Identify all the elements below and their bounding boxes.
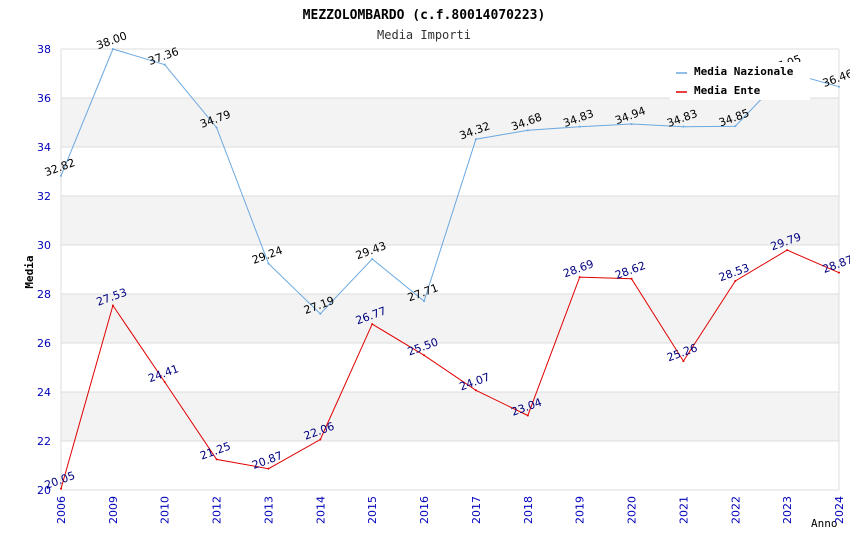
data-point: [838, 85, 840, 88]
legend-label-media-nazionale: Media Nazionale: [694, 65, 794, 78]
data-point: [111, 48, 114, 50]
data-point: [163, 63, 166, 66]
data-point: [215, 458, 218, 461]
legend: Media Nazionale Media Ente: [670, 62, 810, 100]
band-26: [61, 294, 839, 343]
data-point: [371, 257, 374, 260]
data-point: [111, 304, 114, 307]
background-bands: [61, 49, 839, 490]
x-tick-label: 2015: [366, 496, 379, 524]
y-axis-label: Media: [23, 255, 36, 288]
band-28: [61, 245, 839, 294]
data-point: [838, 271, 840, 274]
x-tick-label: 2014: [314, 496, 327, 524]
data-point: [60, 174, 62, 177]
band-22: [61, 392, 839, 441]
x-tick-label: 2013: [262, 496, 275, 524]
data-point: [60, 487, 62, 490]
data-point: [578, 276, 581, 279]
y-tick-label: 38: [37, 43, 51, 56]
gridlines: [60, 48, 840, 491]
x-tick-labels: 2006 2009 2010 2012 2013 2014 2015 2016 2017 2018…: [55, 496, 846, 524]
x-tick-label: 2012: [211, 496, 224, 524]
band-32: [61, 147, 839, 196]
data-point: [319, 438, 322, 441]
data-point: [786, 249, 789, 252]
data-point: [423, 354, 426, 357]
data-point: [423, 300, 426, 303]
chart-subtitle: Media Importi: [377, 28, 471, 42]
series-lines: [60, 48, 840, 490]
data-point: [267, 262, 270, 265]
data-point: [474, 389, 477, 392]
data-point: [630, 122, 633, 125]
x-tick-label: 2019: [574, 496, 587, 524]
x-tick-label: 2022: [729, 496, 742, 524]
data-point: [371, 323, 374, 326]
data-point: [526, 129, 529, 132]
data-point: [682, 125, 685, 128]
y-tick-label: 36: [37, 92, 51, 105]
x-tick-label: 2006: [55, 496, 68, 524]
legend-label-media-ente: Media Ente: [694, 84, 761, 97]
x-axis-label: Anno: [811, 517, 838, 530]
series-line-media-ente: [60, 249, 840, 489]
chart-title: MEZZOLOMBARDO (c.f.80014070223): [303, 8, 546, 23]
legend-box: [670, 62, 810, 100]
data-point: [319, 312, 322, 315]
data-point: [630, 277, 633, 280]
series-line-media-nazionale: [60, 48, 840, 315]
band-24: [61, 343, 839, 392]
x-tick-label: 2016: [418, 496, 431, 524]
band-20: [61, 441, 839, 490]
data-point: [474, 138, 477, 141]
y-tick-label: 22: [37, 435, 51, 448]
data-point: [682, 360, 685, 363]
x-tick-label: 2020: [626, 496, 639, 524]
band-34: [61, 98, 839, 147]
x-tick-label: 2017: [470, 496, 483, 524]
data-point: [734, 280, 737, 283]
x-tick-label: 2023: [781, 496, 794, 524]
y-tick-label: 20: [37, 484, 51, 497]
y-tick-label: 28: [37, 288, 51, 301]
y-tick-label: 30: [37, 239, 51, 252]
x-tick-label: 2009: [107, 496, 120, 524]
y-tick-labels: 20 22 24 26 28 30 32 34 36 38: [37, 43, 51, 497]
data-point: [526, 414, 529, 417]
x-tick-label: 2010: [159, 496, 172, 524]
data-point: [267, 467, 270, 470]
x-tick-label: 2018: [522, 496, 535, 524]
data-point: [734, 125, 737, 128]
y-tick-label: 34: [37, 141, 51, 154]
x-tick-label: 2021: [677, 496, 690, 524]
x-tick-label: 2024: [833, 496, 846, 524]
y-tick-label: 26: [37, 337, 51, 350]
data-point: [215, 126, 218, 129]
data-point: [163, 380, 166, 383]
y-tick-label: 24: [37, 386, 51, 399]
y-tick-label: 32: [37, 190, 51, 203]
data-point: [578, 125, 581, 128]
